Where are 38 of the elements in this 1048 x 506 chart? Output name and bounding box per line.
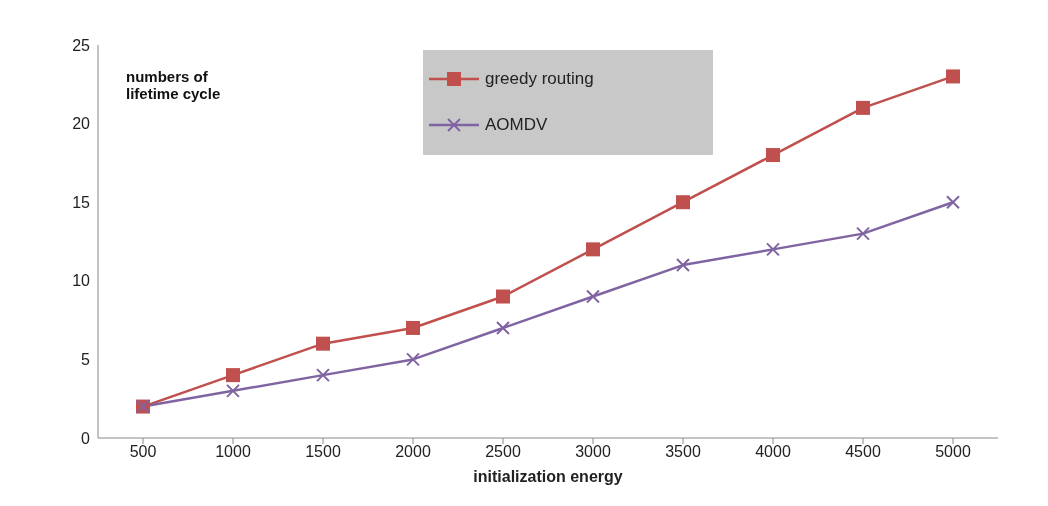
point — [316, 368, 330, 383]
point — [946, 195, 960, 210]
x-tick-label: 4500 — [845, 443, 881, 461]
y-tick-label: 20 — [72, 115, 91, 133]
point — [406, 320, 420, 335]
x-tick-label: 2500 — [485, 443, 521, 461]
x-tick-label: 1000 — [215, 443, 251, 461]
point — [496, 320, 510, 335]
point — [856, 226, 870, 241]
point — [226, 383, 240, 398]
y-tick-label: 25 — [72, 36, 91, 54]
y-tick-label: 5 — [81, 351, 91, 369]
point — [676, 258, 690, 273]
x-tick-label: 3000 — [575, 443, 611, 461]
point — [496, 289, 510, 304]
point — [676, 195, 690, 210]
x-tick-label: 5000 — [935, 443, 971, 461]
y-tick-label: 10 — [72, 272, 91, 290]
y-tick-label: 0 — [81, 429, 91, 447]
x-tick-label: 4000 — [755, 443, 791, 461]
point — [766, 242, 780, 257]
y-axis-title: numbers of lifetime cycle — [126, 68, 222, 102]
point — [856, 100, 870, 115]
y-tick-label: 15 — [72, 193, 91, 211]
point — [586, 242, 600, 257]
point — [406, 352, 420, 367]
x-tick-label: 500 — [129, 443, 157, 461]
legend-label: AOMDV — [485, 115, 548, 135]
x-tick-label: 2000 — [395, 443, 431, 461]
point — [946, 69, 960, 84]
point — [586, 289, 600, 304]
point — [766, 148, 780, 163]
x-tick-label: 3500 — [665, 443, 701, 461]
x-tick-label: 1500 — [305, 443, 341, 461]
point — [226, 368, 240, 383]
x-axis-title: initialization energy — [473, 468, 623, 485]
legend-label: greedy routing — [485, 69, 594, 89]
point — [316, 336, 330, 351]
